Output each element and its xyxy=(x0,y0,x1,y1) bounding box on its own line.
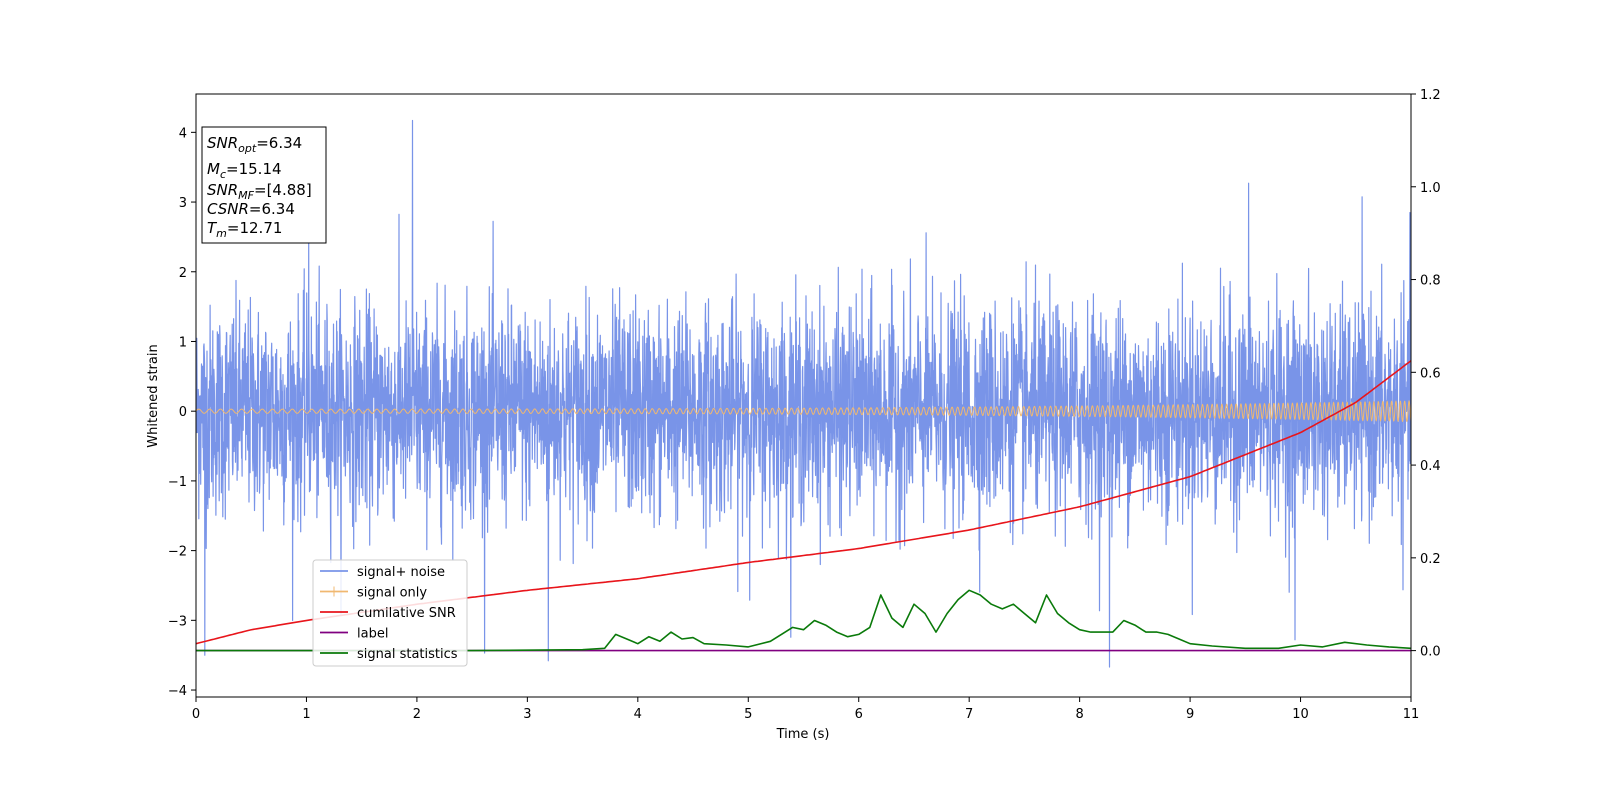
x-tick-label-9: 9 xyxy=(1186,707,1194,722)
stats-symbol-4: T xyxy=(207,219,218,237)
legend-label-0: signal+ noise xyxy=(357,565,445,580)
y-right-tick-label-3: 0.6 xyxy=(1420,366,1441,381)
stats-value-4: =12.71 xyxy=(227,219,283,237)
stats-box-frame xyxy=(201,126,327,244)
legend-label-1: signal only xyxy=(357,586,427,601)
plot-frame xyxy=(195,93,1412,698)
stats-value-3: =6.34 xyxy=(249,200,295,218)
x-tick-label-3: 3 xyxy=(523,707,531,722)
y-left-tick-label-0: −4 xyxy=(168,684,187,699)
stats-symbol-0: SNR xyxy=(207,134,238,152)
x-tick-label-1: 1 xyxy=(302,707,310,722)
legend-label-3: label xyxy=(357,627,388,642)
y-right-tick-label-6: 1.2 xyxy=(1420,88,1441,103)
y-left-tick-label-7: 3 xyxy=(179,196,187,211)
stats-line-2: SNRMF=[4.88] xyxy=(207,181,312,202)
series-line-signal-only xyxy=(196,400,1411,422)
stats-line-3: CSNR=6.34 xyxy=(207,200,295,218)
y-left-tick-label-3: −1 xyxy=(168,475,187,490)
x-tick-label-11: 11 xyxy=(1403,707,1420,722)
stats-symbol-1: M xyxy=(207,160,220,178)
stats-symbol-3: CSNR xyxy=(207,200,249,218)
stats-symbol-2: SNR xyxy=(207,181,238,199)
legend-label-4: signal statistics xyxy=(357,647,458,662)
stats-subscript-4: m xyxy=(216,227,227,240)
series-line-signal-statistics xyxy=(196,589,1411,652)
x-tick-label-7: 7 xyxy=(965,707,973,722)
stats-subscript-1: c xyxy=(220,168,226,181)
y-axis-left-ticks: −4 −3 −2 −1 0 1 2 3 4 xyxy=(168,126,196,699)
stats-value-2: =[4.88] xyxy=(254,181,312,199)
x-tick-label-5: 5 xyxy=(744,707,752,722)
y-left-tick-label-5: 1 xyxy=(179,335,187,350)
x-axis-label: Time (s) xyxy=(776,727,830,742)
stats-subscript-2: MF xyxy=(238,189,254,202)
y-left-tick-label-8: 4 xyxy=(179,126,187,141)
x-tick-label-2: 2 xyxy=(413,707,421,722)
y-right-tick-label-4: 0.8 xyxy=(1420,274,1441,289)
stats-line-1: Mc=15.14 xyxy=(207,160,282,181)
x-axis-ticks: 0 1 2 3 4 5 6 7 8 9 10 11 xyxy=(192,697,1419,722)
y-axis-label: Whitened strain xyxy=(146,344,161,447)
y-right-tick-label-5: 1.0 xyxy=(1420,181,1441,196)
stats-subscript-0: opt xyxy=(238,142,257,155)
x-tick-label-0: 0 xyxy=(192,707,200,722)
x-tick-label-6: 6 xyxy=(855,707,863,722)
stats-box: SNRopt=6.34Mc=15.14SNRMF=[4.88]CSNR=6.34… xyxy=(201,126,327,244)
x-tick-label-8: 8 xyxy=(1075,707,1083,722)
legend: signal+ noise signal only cumilative SNR la… xyxy=(312,559,468,667)
y-left-tick-label-2: −2 xyxy=(168,545,187,560)
y-left-tick-label-6: 2 xyxy=(179,266,187,281)
y-right-tick-label-0: 0.0 xyxy=(1420,645,1441,660)
x-tick-label-4: 4 xyxy=(634,707,642,722)
y-right-tick-label-2: 0.4 xyxy=(1420,459,1441,474)
y-left-tick-label-4: 0 xyxy=(179,405,187,420)
y-right-tick-label-1: 0.2 xyxy=(1420,552,1441,567)
y-axis-right-ticks: 0.0 0.2 0.4 0.6 0.8 1.0 1.2 xyxy=(1411,88,1441,660)
y-left-tick-label-1: −3 xyxy=(168,614,187,629)
stats-value-0: =6.34 xyxy=(256,134,302,152)
stats-value-1: =15.14 xyxy=(226,160,282,178)
stats-line-0: SNRopt=6.34 xyxy=(207,134,302,155)
x-tick-label-10: 10 xyxy=(1292,707,1309,722)
legend-frame xyxy=(312,559,468,667)
stats-line-4: Tm=12.71 xyxy=(207,219,282,240)
series-line-signal-noise xyxy=(196,119,1411,668)
legend-label-2: cumilative SNR xyxy=(357,606,456,621)
